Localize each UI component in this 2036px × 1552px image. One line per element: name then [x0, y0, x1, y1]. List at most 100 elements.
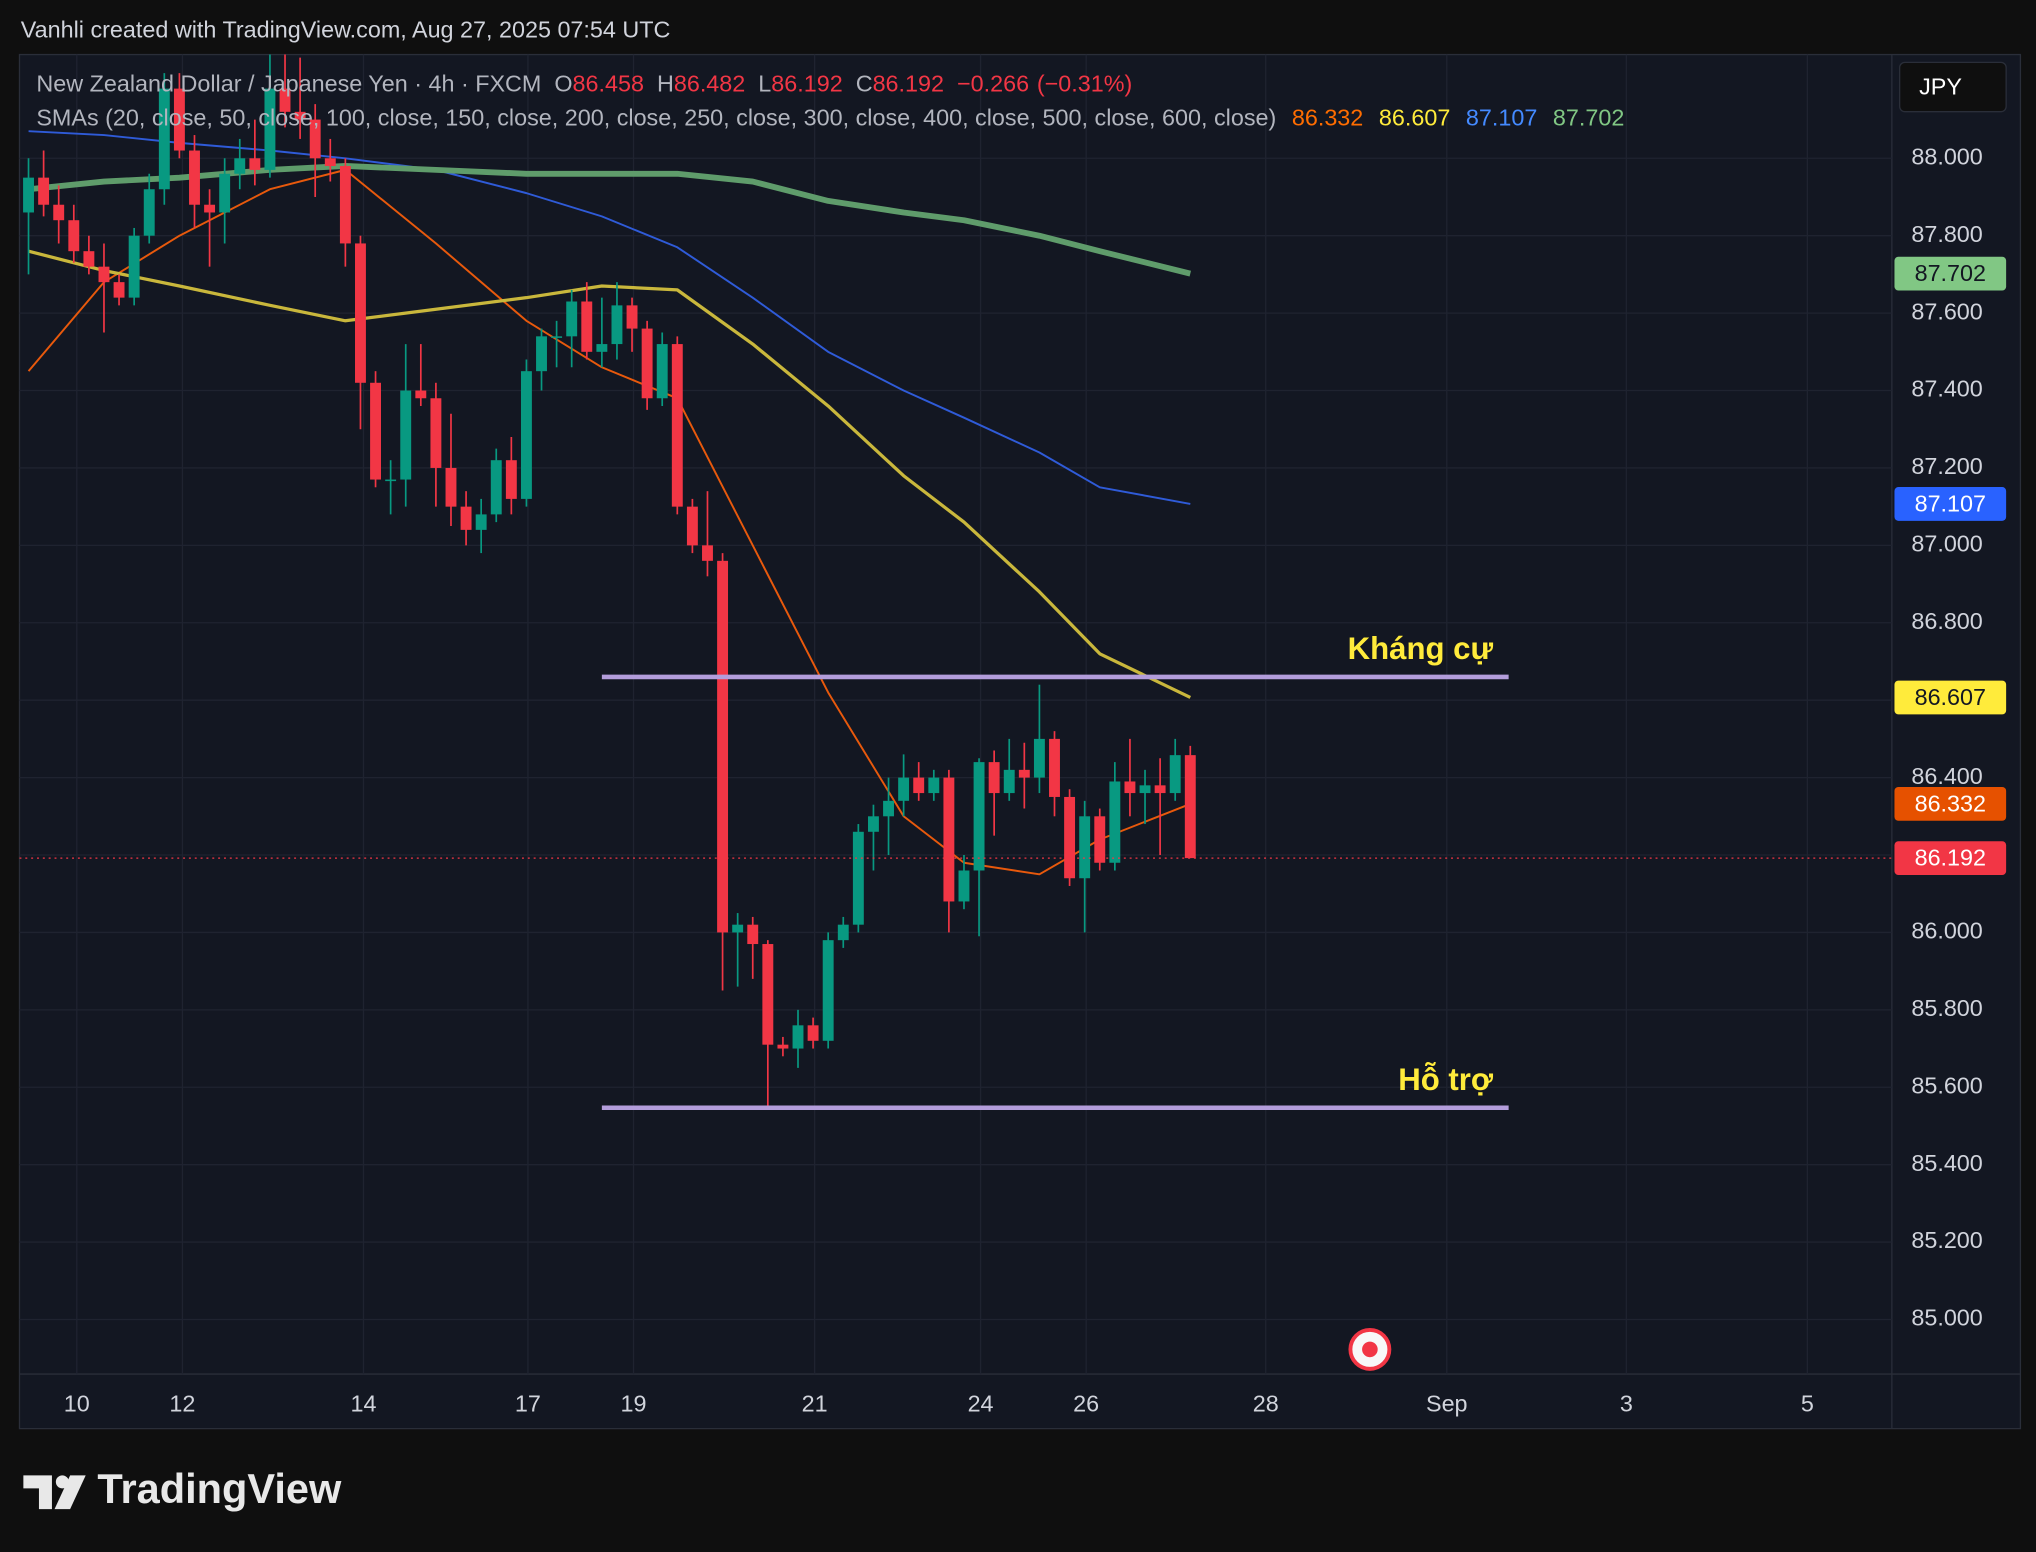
candle-body [1079, 816, 1091, 879]
candle-body [53, 204, 65, 221]
x-tick-label: 12 [169, 1390, 195, 1416]
candle-body [339, 166, 351, 244]
candle-body [490, 460, 502, 515]
candle-body [732, 924, 744, 933]
candle-body [641, 328, 653, 399]
currency-label[interactable]: JPY [1919, 73, 1962, 99]
y-tick-label: 86.000 [1911, 918, 1982, 944]
sma-line [28, 249, 1192, 699]
y-tick-label: 85.400 [1911, 1150, 1982, 1176]
y-tick-label: 85.600 [1911, 1072, 1982, 1098]
brand-logo: TradingView [23, 1465, 342, 1512]
y-tick-label: 87.800 [1911, 221, 1982, 247]
level-label: Hỗ trợ [1398, 1062, 1494, 1097]
indicator-value: 86.332 [1292, 105, 1363, 131]
candle-body [1018, 769, 1030, 778]
logo-mark [54, 1475, 86, 1510]
sma-line [28, 130, 1191, 505]
candle-body [234, 158, 246, 174]
candle-body [385, 479, 397, 482]
price-badge-label: 87.107 [1915, 490, 1986, 516]
candle-body [143, 189, 155, 236]
price-badge-label: 87.702 [1915, 260, 1986, 286]
x-tick-label: 21 [802, 1390, 828, 1416]
candle-body [1184, 755, 1196, 859]
candle-body [913, 777, 925, 794]
candle-body [475, 514, 487, 530]
candle-body [958, 870, 970, 902]
price-badge-label: 86.332 [1915, 790, 1986, 816]
candle-body [883, 800, 894, 817]
candle-body [988, 762, 1000, 794]
price-badge [1894, 787, 2007, 821]
price-badge-label: 86.192 [1915, 845, 1986, 871]
y-tick-label: 85.200 [1911, 1227, 1982, 1253]
candle-body [294, 111, 306, 120]
candle-body [279, 88, 291, 112]
candle-body [551, 336, 563, 338]
currency-button[interactable] [1899, 61, 2007, 113]
plot-area: Kháng cự Hỗ trợ [19, 54, 1892, 1111]
candle-body [747, 924, 759, 945]
candle-body [717, 560, 729, 933]
candle-body [38, 177, 50, 205]
candle-body [898, 777, 910, 801]
x-tick-label: 19 [621, 1390, 647, 1416]
candle-body [23, 177, 34, 213]
candle-body [309, 119, 321, 159]
x-tick-label: 5 [1801, 1390, 1814, 1416]
candle-body [1003, 769, 1015, 794]
y-tick-label: 85.800 [1911, 995, 1982, 1021]
y-tick-label: 87.400 [1911, 376, 1982, 402]
candle-body [702, 545, 713, 561]
y-tick-label: 86.800 [1911, 608, 1982, 634]
candle-body [415, 390, 427, 399]
candle-body [98, 266, 110, 283]
ohlc-letter: H [657, 71, 674, 97]
symbol-title: New Zealand Dollar / Japanese Yen · 4h ·… [36, 71, 541, 97]
candle-body [807, 1025, 819, 1041]
candle-body [581, 301, 593, 352]
candle-body [128, 235, 140, 298]
brand-name: TradingView [97, 1465, 342, 1512]
candle-body [324, 158, 336, 167]
candle-body [189, 150, 200, 205]
ohlc-value: 86.192 [873, 71, 944, 97]
candle-body [1049, 738, 1060, 797]
candle-body [837, 924, 849, 941]
candle-body [611, 305, 623, 345]
price-badge [1894, 680, 2007, 715]
candle-body [943, 777, 955, 902]
ohlc-letter: L [758, 71, 771, 97]
candle-body [219, 173, 231, 213]
x-tick-label: 24 [968, 1390, 994, 1416]
y-tick-label: 88.000 [1911, 143, 1982, 169]
x-tick-label: 17 [515, 1390, 541, 1416]
candle-body [671, 344, 683, 507]
x-tick-label: Sep [1426, 1390, 1468, 1416]
x-tick-label: 3 [1620, 1390, 1633, 1416]
indicator-value: 87.702 [1553, 105, 1624, 131]
candle-body [928, 777, 940, 794]
candle-body [867, 816, 879, 832]
candle-body [1033, 738, 1045, 778]
x-tick-label: 14 [350, 1390, 376, 1416]
event-icon-dot [1362, 1341, 1378, 1358]
symbol-legend: New Zealand Dollar / Japanese Yen · 4h ·… [36, 71, 1132, 97]
candle-body [1094, 816, 1106, 863]
candle-body [113, 282, 125, 298]
logo-mark [23, 1475, 52, 1510]
candle-body [430, 398, 442, 468]
x-tick-label: 10 [64, 1390, 90, 1416]
x-tick-label: 26 [1073, 1390, 1099, 1416]
candle-body [1139, 785, 1151, 794]
y-tick-label: 87.000 [1911, 531, 1982, 557]
y-tick-label: 87.600 [1911, 298, 1982, 324]
candle-body [852, 831, 864, 925]
x-tick-label: 28 [1253, 1390, 1279, 1416]
candle-body [656, 344, 668, 399]
ohlc-letter: C [856, 71, 873, 97]
candle-body [83, 251, 95, 267]
candle-body [173, 88, 185, 151]
